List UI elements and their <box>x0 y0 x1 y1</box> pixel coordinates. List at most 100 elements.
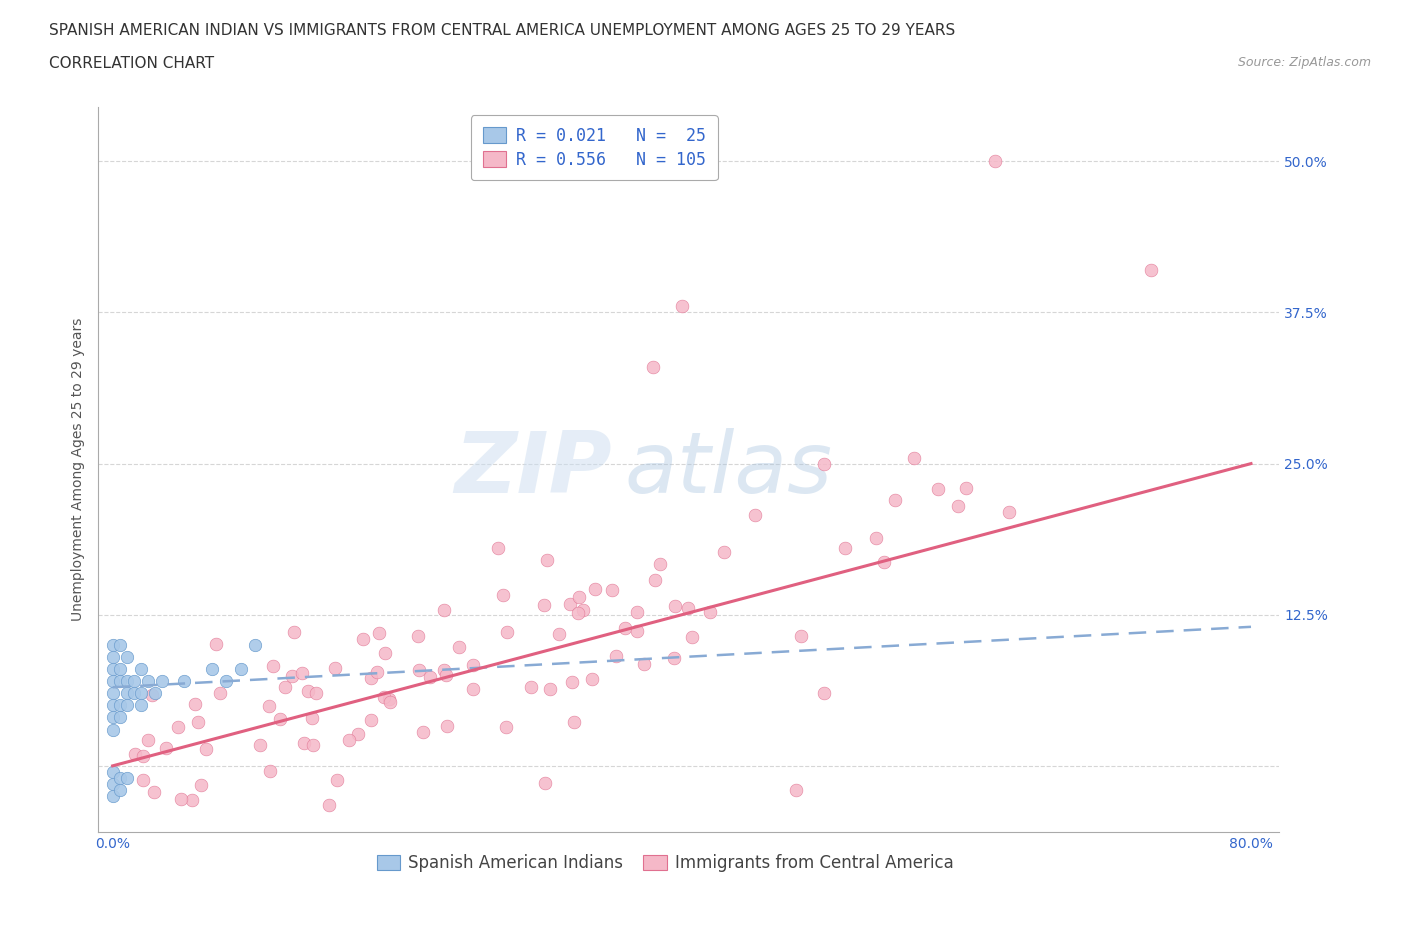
Point <box>101 650 124 665</box>
Point <box>366 664 388 679</box>
Point <box>461 682 484 697</box>
Point <box>136 733 159 748</box>
Point <box>633 657 655 671</box>
Point <box>461 658 484 672</box>
Point <box>644 573 666 588</box>
Point <box>115 674 138 689</box>
Point <box>122 674 145 689</box>
Point <box>946 498 969 513</box>
Point <box>813 686 835 701</box>
Point <box>273 680 295 695</box>
Point <box>262 658 284 673</box>
Point <box>412 724 434 739</box>
Point <box>367 626 389 641</box>
Point <box>561 675 583 690</box>
Point <box>520 680 543 695</box>
Point <box>671 299 693 314</box>
Point <box>209 686 232 701</box>
Text: atlas: atlas <box>624 428 832 512</box>
Text: CORRELATION CHART: CORRELATION CHART <box>49 56 214 71</box>
Point <box>122 686 145 701</box>
Point <box>326 773 349 788</box>
Point <box>132 773 155 788</box>
Point <box>533 776 555 790</box>
Point <box>699 604 721 619</box>
Point <box>676 601 699 616</box>
Point <box>167 720 190 735</box>
Point <box>291 666 314 681</box>
Point <box>259 764 281 778</box>
Point <box>318 798 340 813</box>
Point <box>101 789 124 804</box>
Point <box>129 662 152 677</box>
Point <box>538 682 561 697</box>
Legend: Spanish American Indians, Immigrants from Central America: Spanish American Indians, Immigrants fro… <box>370 847 960 879</box>
Point <box>713 545 735 560</box>
Point <box>744 507 766 522</box>
Point <box>173 674 195 689</box>
Point <box>613 620 636 635</box>
Point <box>108 638 131 653</box>
Point <box>567 605 589 620</box>
Point <box>664 599 686 614</box>
Point <box>374 645 396 660</box>
Point <box>568 590 591 604</box>
Point <box>280 669 302 684</box>
Point <box>581 671 603 686</box>
Point <box>558 596 581 611</box>
Point <box>626 604 648 619</box>
Point <box>143 686 166 701</box>
Point <box>955 481 977 496</box>
Point <box>790 629 813 644</box>
Point <box>215 674 238 689</box>
Point <box>813 457 835 472</box>
Point <box>229 662 252 677</box>
Point <box>1140 263 1163 278</box>
Point <box>434 668 457 683</box>
Text: ZIP: ZIP <box>454 428 612 512</box>
Point <box>205 637 228 652</box>
Point <box>201 662 224 677</box>
Point <box>873 554 896 569</box>
Point <box>681 630 703 644</box>
Point <box>190 777 212 792</box>
Point <box>101 638 124 653</box>
Point <box>834 540 856 555</box>
Point <box>152 674 174 689</box>
Point <box>108 698 131 713</box>
Point <box>187 714 209 729</box>
Point <box>257 698 280 713</box>
Point <box>662 650 685 665</box>
Point <box>346 726 368 741</box>
Point <box>406 629 429 644</box>
Point <box>108 711 131 725</box>
Point <box>115 686 138 701</box>
Point <box>180 792 202 807</box>
Point <box>269 711 291 726</box>
Point <box>243 638 266 653</box>
Point <box>433 603 456 618</box>
Point <box>142 785 165 800</box>
Point <box>337 733 360 748</box>
Point <box>108 674 131 689</box>
Text: SPANISH AMERICAN INDIAN VS IMMIGRANTS FROM CENTRAL AMERICA UNEMPLOYMENT AMONG AG: SPANISH AMERICAN INDIAN VS IMMIGRANTS FR… <box>49 23 956 38</box>
Point <box>548 627 571 642</box>
Point <box>101 698 124 713</box>
Point <box>373 689 395 704</box>
Point <box>583 582 606 597</box>
Point <box>436 718 458 733</box>
Point <box>496 624 519 639</box>
Point <box>927 482 949 497</box>
Point <box>136 674 159 689</box>
Point <box>101 723 124 737</box>
Point <box>433 662 456 677</box>
Point <box>115 650 138 665</box>
Point <box>297 684 319 698</box>
Point <box>378 694 401 709</box>
Point <box>108 770 131 785</box>
Point <box>360 712 382 727</box>
Point <box>129 698 152 713</box>
Point <box>115 698 138 713</box>
Point <box>155 741 177 756</box>
Point <box>360 671 382 685</box>
